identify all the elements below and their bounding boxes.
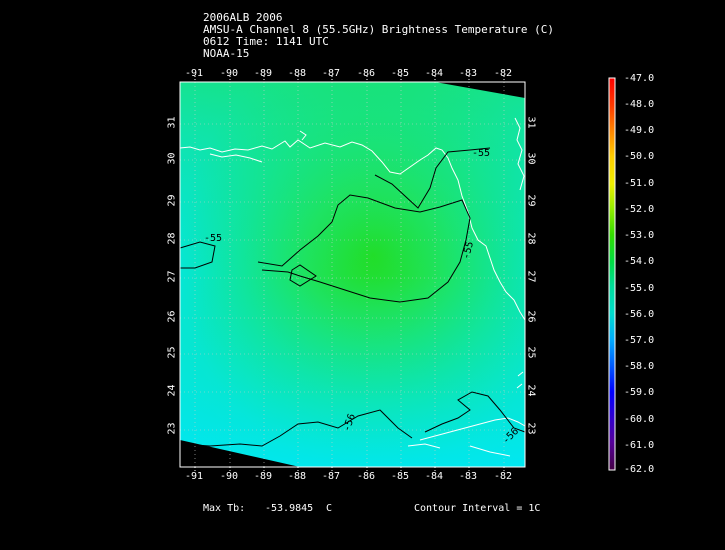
lat-tick-left: 28 [166, 232, 178, 245]
colorbar-label: -55.0 [624, 283, 655, 294]
colorbar-label: -57.0 [624, 335, 655, 346]
lon-tick-top: -85 [391, 68, 410, 79]
lat-tick-right: 23 [525, 422, 537, 435]
title-line-3: 0612 Time: 1141 UTC [203, 35, 329, 48]
lat-tick-left: 27 [166, 270, 178, 283]
lon-tick-top: -88 [288, 68, 307, 79]
lat-tick-right: 27 [525, 270, 537, 283]
lon-tick-bottom: -85 [391, 471, 410, 482]
lat-tick-left: 31 [166, 116, 178, 129]
lat-tick-left: 26 [166, 310, 178, 323]
colorbar-label: -51.0 [624, 178, 655, 189]
lon-tick-bottom: -91 [185, 471, 204, 482]
title-line-4: NOAA-15 [203, 47, 250, 60]
lon-tick-bottom: -88 [288, 471, 307, 482]
coastline [179, 117, 526, 457]
contour-interval: Contour Interval = 1C [414, 503, 541, 514]
lat-lon-grid [180, 82, 525, 467]
lon-tick-top: -91 [185, 68, 204, 79]
colorbar-label: -59.0 [624, 387, 655, 398]
colorbar-label: -48.0 [624, 99, 655, 110]
colorbar-label: -47.0 [624, 73, 655, 84]
contours [179, 147, 526, 447]
contour-label-3: -55 [461, 240, 476, 260]
lat-tick-left: 25 [166, 346, 178, 359]
lon-tick-top: -84 [425, 68, 444, 79]
title-line-1: 2006ALB 2006 [203, 11, 283, 24]
lon-tick-bottom: -89 [254, 471, 273, 482]
max-tb-value: -53.9845 [265, 503, 314, 514]
lat-tick-right: 26 [525, 310, 537, 323]
lon-tick-bottom: -82 [494, 471, 513, 482]
lat-tick-right: 29 [525, 194, 537, 207]
colorbar-label: -54.0 [624, 256, 655, 267]
lon-tick-bottom: -86 [357, 471, 376, 482]
colorbar-label: -61.0 [624, 440, 655, 451]
colorbar-label: -52.0 [624, 204, 655, 215]
lat-tick-right: 31 [525, 116, 537, 129]
lat-tick-left: 23 [166, 422, 178, 435]
colorbar-label: -58.0 [624, 361, 655, 372]
lat-tick-right: 25 [525, 346, 537, 359]
contour-label-2: -55 [204, 233, 222, 244]
colorbar-label: -49.0 [624, 125, 655, 136]
lon-tick-top: -86 [357, 68, 376, 79]
nodata-top-right [435, 82, 525, 98]
lon-tick-bottom: -87 [322, 471, 341, 482]
nodata-bottom-left [180, 440, 300, 467]
lat-tick-right: 30 [525, 152, 537, 165]
lon-tick-bottom: -84 [425, 471, 444, 482]
lon-tick-top: -83 [459, 68, 478, 79]
colorbar-label: -53.0 [624, 230, 655, 241]
colorbar [608, 77, 616, 471]
lat-tick-left: 24 [166, 384, 178, 397]
title-line-2: AMSU-A Channel 8 (55.5GHz) Brightness Te… [203, 23, 554, 36]
map-frame [179, 81, 526, 468]
contour-label-1: -55 [472, 148, 490, 159]
lon-tick-top: -89 [254, 68, 273, 79]
lon-tick-top: -87 [322, 68, 341, 79]
lon-tick-bottom: -90 [220, 471, 239, 482]
colorbar-label: -60.0 [624, 414, 655, 425]
lat-tick-right: 24 [525, 384, 537, 397]
lon-tick-top: -82 [494, 68, 513, 79]
colorbar-label: -56.0 [624, 309, 655, 320]
lon-tick-bottom: -83 [459, 471, 478, 482]
max-tb-label: Max Tb: [203, 503, 246, 514]
lon-tick-top: -90 [220, 68, 239, 79]
colorbar-label: -62.0 [624, 464, 655, 475]
lat-tick-left: 30 [166, 152, 178, 165]
lat-tick-right: 28 [525, 232, 537, 245]
max-tb-unit: C [326, 503, 333, 514]
lat-tick-left: 29 [166, 194, 178, 207]
colorbar-label: -50.0 [624, 151, 655, 162]
